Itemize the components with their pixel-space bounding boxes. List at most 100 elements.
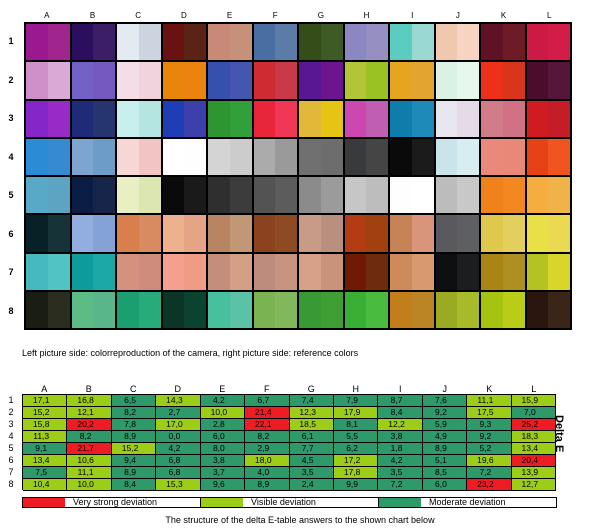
color-patch <box>26 100 70 137</box>
chart-column-label: D <box>180 11 187 20</box>
delta-e-cell: 7,8 <box>111 419 157 431</box>
camera-color <box>162 177 185 214</box>
reference-color <box>184 253 206 290</box>
reference-color <box>411 62 434 99</box>
camera-color <box>208 138 230 175</box>
delta-e-cell: 7,6 <box>422 395 468 407</box>
color-patch <box>71 253 115 290</box>
camera-color <box>71 253 94 290</box>
chart-column-label: A <box>44 11 50 20</box>
camera-color <box>390 215 412 252</box>
camera-color <box>435 215 458 252</box>
reference-color <box>502 138 525 175</box>
camera-color <box>344 138 367 175</box>
camera-color <box>117 24 139 61</box>
color-patch <box>253 62 297 99</box>
reference-color <box>548 291 570 328</box>
camera-color <box>299 24 321 61</box>
camera-color <box>390 177 412 214</box>
color-patch <box>253 177 297 214</box>
delta-e-row-headers: 1 2 3 4 5 6 7 8 <box>0 394 22 490</box>
delta-e-column-label: A <box>41 384 48 394</box>
delta-e-cell: 8,7 <box>378 395 423 407</box>
color-patch <box>481 177 525 214</box>
reference-color <box>366 253 388 290</box>
reference-color <box>366 24 388 61</box>
delta-e-cell: 4,2 <box>156 443 201 455</box>
camera-color <box>253 215 276 252</box>
camera-color <box>208 62 230 99</box>
reference-color <box>229 253 252 290</box>
color-patch <box>481 291 525 328</box>
reference-color <box>457 291 479 328</box>
camera-color <box>481 215 503 252</box>
camera-color <box>299 215 321 252</box>
color-patch <box>162 177 206 214</box>
camera-color <box>162 24 185 61</box>
reference-color <box>457 253 479 290</box>
reference-color <box>184 291 206 328</box>
delta-e-cell: 7,4 <box>289 395 334 407</box>
reference-color <box>184 177 206 214</box>
color-patch <box>26 62 70 99</box>
reference-color <box>138 177 161 214</box>
delta-e-cell: 4,2 <box>378 455 423 467</box>
delta-e-cell: 15,3 <box>156 479 201 491</box>
color-patch <box>481 215 525 252</box>
chart-caption: Left picture side: colorreproduction of … <box>22 348 359 358</box>
delta-e-cell: 7,9 <box>333 395 379 407</box>
delta-e-cell: 9,2 <box>467 431 512 443</box>
camera-color <box>526 100 549 137</box>
reference-color <box>411 24 434 61</box>
reference-color <box>366 215 388 252</box>
camera-color <box>162 253 185 290</box>
color-patch <box>435 291 479 328</box>
delta-e-cell: 8,1 <box>333 419 379 431</box>
color-patch <box>390 177 434 214</box>
color-patch <box>344 138 388 175</box>
reference-color <box>47 253 70 290</box>
delta-e-cell: 3,8 <box>200 455 246 467</box>
delta-e-cell: 6,1 <box>289 431 334 443</box>
delta-e-cell: 2,8 <box>200 419 246 431</box>
reference-color <box>502 100 525 137</box>
delta-e-cell: 18,0 <box>245 455 290 467</box>
camera-color <box>253 253 276 290</box>
camera-color <box>344 100 367 137</box>
chart-column-label: I <box>411 11 414 20</box>
camera-color <box>344 291 367 328</box>
chart-column-label: K <box>500 11 507 20</box>
reference-color <box>457 215 479 252</box>
camera-color <box>344 177 367 214</box>
delta-e-cell: 12,1 <box>67 407 112 419</box>
color-patch <box>526 177 570 214</box>
color-patch <box>344 291 388 328</box>
camera-color <box>390 291 412 328</box>
delta-e-cell: 7,2 <box>467 467 512 479</box>
reference-color <box>47 100 70 137</box>
delta-e-cell: 6,0 <box>200 431 246 443</box>
delta-e-cell: 8,2 <box>111 407 157 419</box>
reference-color <box>275 62 297 99</box>
color-patch <box>435 215 479 252</box>
delta-e-cell: 25,2 <box>511 419 556 431</box>
reference-color <box>366 138 388 175</box>
color-patch <box>435 253 479 290</box>
reference-color <box>275 100 297 137</box>
delta-e-cell: 13,9 <box>511 467 556 479</box>
chart-column-label: C <box>135 11 142 20</box>
color-patch <box>481 253 525 290</box>
reference-color <box>229 215 252 252</box>
color-patch <box>117 291 161 328</box>
camera-color <box>526 24 549 61</box>
chart-row-label: 5 <box>8 190 14 201</box>
color-patch <box>481 62 525 99</box>
color-patch <box>526 138 570 175</box>
color-patch <box>71 100 115 137</box>
color-patch <box>208 177 252 214</box>
delta-e-cell: 5,1 <box>422 455 468 467</box>
delta-e-cell: 10,0 <box>67 479 112 491</box>
color-patch <box>435 62 479 99</box>
chart-row-label: 2 <box>8 74 14 85</box>
camera-color <box>390 100 412 137</box>
